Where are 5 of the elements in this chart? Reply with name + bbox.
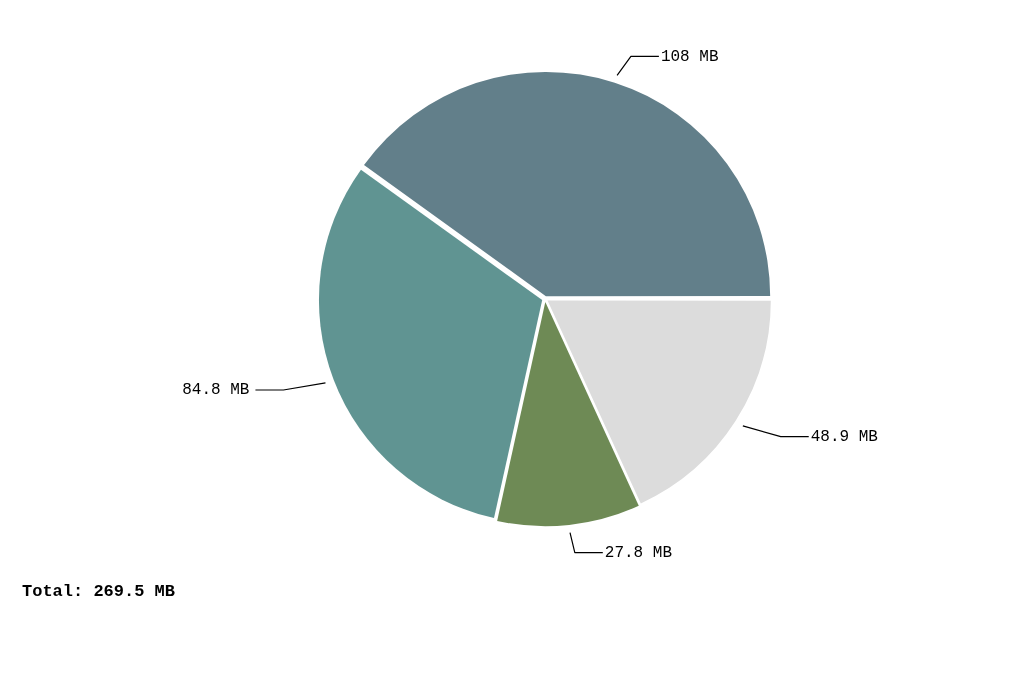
data-label: 84.8 MB: [182, 381, 250, 400]
data-label: 108 MB: [660, 47, 719, 66]
data-label: 48.9 MB: [810, 427, 878, 446]
text: Total: 269.5 MB: [22, 582, 176, 601]
data-label: 27.8 MB: [604, 543, 673, 562]
